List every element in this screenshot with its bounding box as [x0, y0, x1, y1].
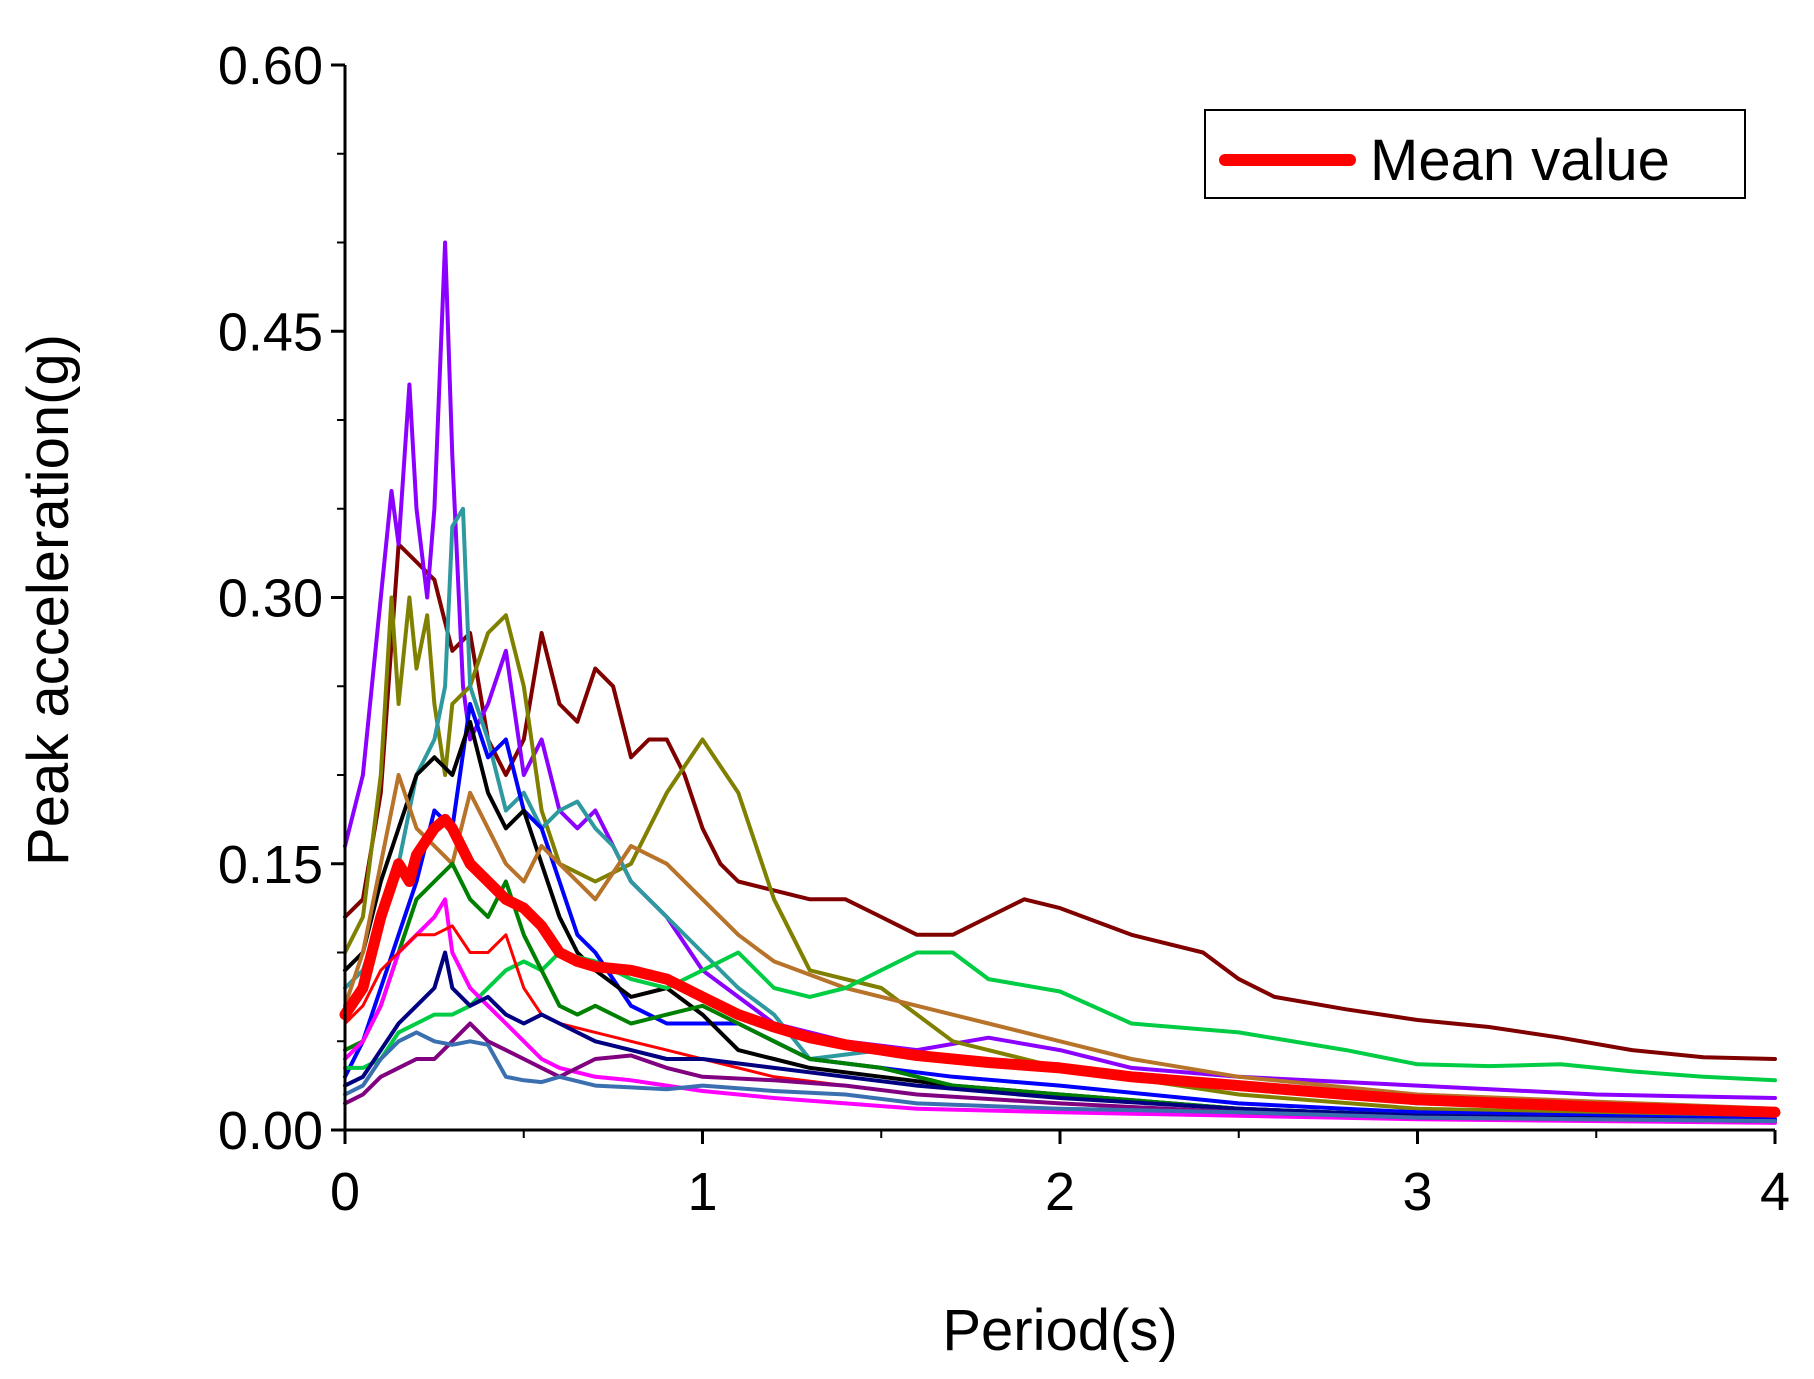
x-tick-label: 4 [1760, 1162, 1790, 1222]
x-axis-label: Period(s) [942, 1298, 1177, 1363]
series-line-record-12 [343, 950, 1777, 1124]
y-tick-label: 0.30 [218, 569, 323, 629]
y-tick-label: 0.00 [218, 1101, 323, 1161]
series-line-record-9 [343, 861, 1777, 1124]
series-line-record-1 [343, 542, 1777, 1061]
x-tick-label: 3 [1402, 1162, 1432, 1222]
y-tick-label: 0.45 [218, 302, 323, 362]
x-tick-label: 2 [1045, 1162, 1075, 1222]
y-axis-label: Peak acceleration(g) [16, 334, 81, 866]
legend: Mean value [1204, 109, 1746, 199]
series-line-record-13 [343, 1021, 1777, 1124]
series-layer [339, 240, 1781, 1125]
series-line-record-6 [343, 719, 1777, 1124]
series-line-record-2 [343, 240, 1777, 1100]
series-line-record-5 [343, 702, 1777, 1122]
series-line-record-8 [343, 950, 1777, 1083]
y-tick-label: 0.15 [218, 835, 323, 895]
series-line-record-3 [343, 595, 1777, 1118]
series-line-record-10 [343, 897, 1777, 1125]
series-line-record-14 [343, 1030, 1777, 1124]
x-tick-label: 1 [687, 1162, 717, 1222]
y-tick-label: 0.60 [218, 36, 323, 96]
series-line-record-7 [343, 773, 1777, 1111]
axes [343, 65, 1775, 1132]
legend-label-mean: Mean value [1370, 128, 1670, 193]
series-line-mean-value [339, 813, 1781, 1118]
x-tick-label: 0 [330, 1162, 360, 1222]
ticks: 0.00 0.15 0.30 0.45 0.60 0 1 2 3 4 [218, 36, 1790, 1222]
